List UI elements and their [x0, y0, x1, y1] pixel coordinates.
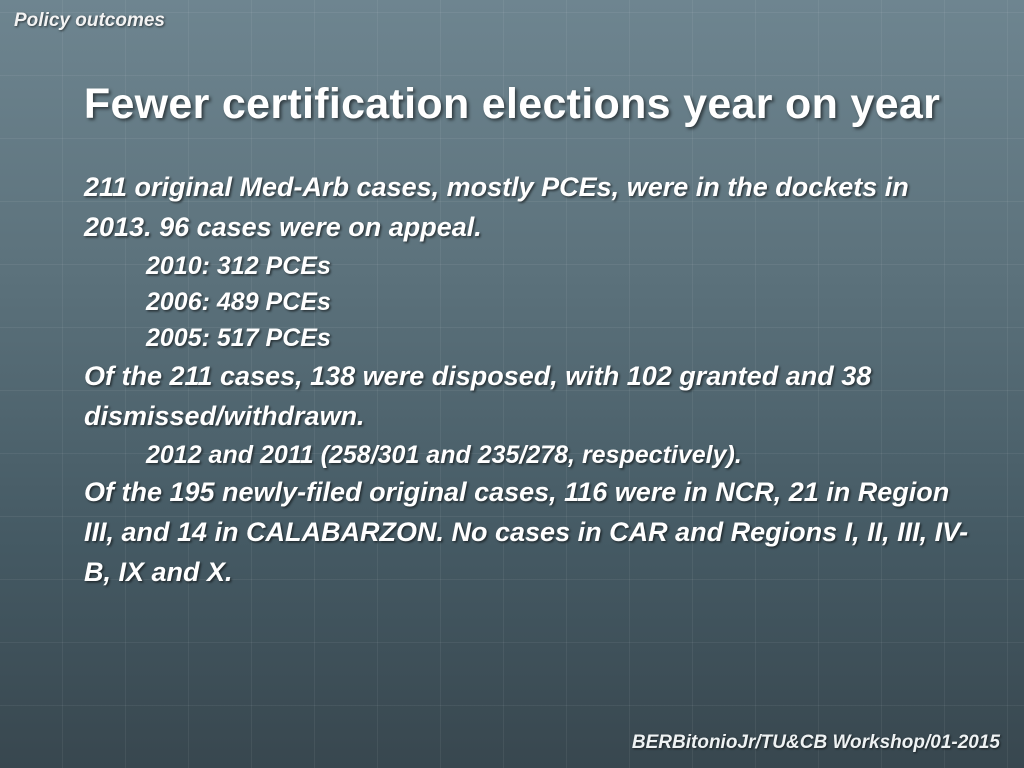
bullet-text: Of the 211 cases, 138 were disposed, wit… [84, 357, 976, 437]
bullet-text: 2012 and 2011 (258/301 and 235/278, resp… [146, 437, 742, 473]
footer-attribution: BERBitonioJr/TU&CB Workshop/01-2015 [632, 732, 1000, 754]
bullet-item: 211 original Med-Arb cases, mostly PCEs,… [70, 168, 976, 248]
section-header: Policy outcomes [14, 10, 165, 32]
bullet-item: Of the 195 newly-filed original cases, 1… [70, 473, 976, 593]
sub-bullet-item: 2005: 517 PCEs [132, 320, 976, 356]
bullet-text: 2010: 312 PCEs [146, 248, 331, 284]
sub-bullet-item: 2006: 489 PCEs [132, 284, 976, 320]
sub-bullet-item: 2012 and 2011 (258/301 and 235/278, resp… [132, 437, 976, 473]
bullet-text: Of the 195 newly-filed original cases, 1… [84, 473, 976, 593]
bullet-text: 211 original Med-Arb cases, mostly PCEs,… [84, 168, 976, 248]
sub-bullet-item: 2010: 312 PCEs [132, 248, 976, 284]
bullet-text: 2006: 489 PCEs [146, 284, 331, 320]
bullet-item: Of the 211 cases, 138 were disposed, wit… [70, 357, 976, 437]
slide-title: Fewer certification elections year on ye… [0, 80, 1024, 129]
bullet-text: 2005: 517 PCEs [146, 320, 331, 356]
bullet-list: 211 original Med-Arb cases, mostly PCEs,… [70, 168, 976, 593]
